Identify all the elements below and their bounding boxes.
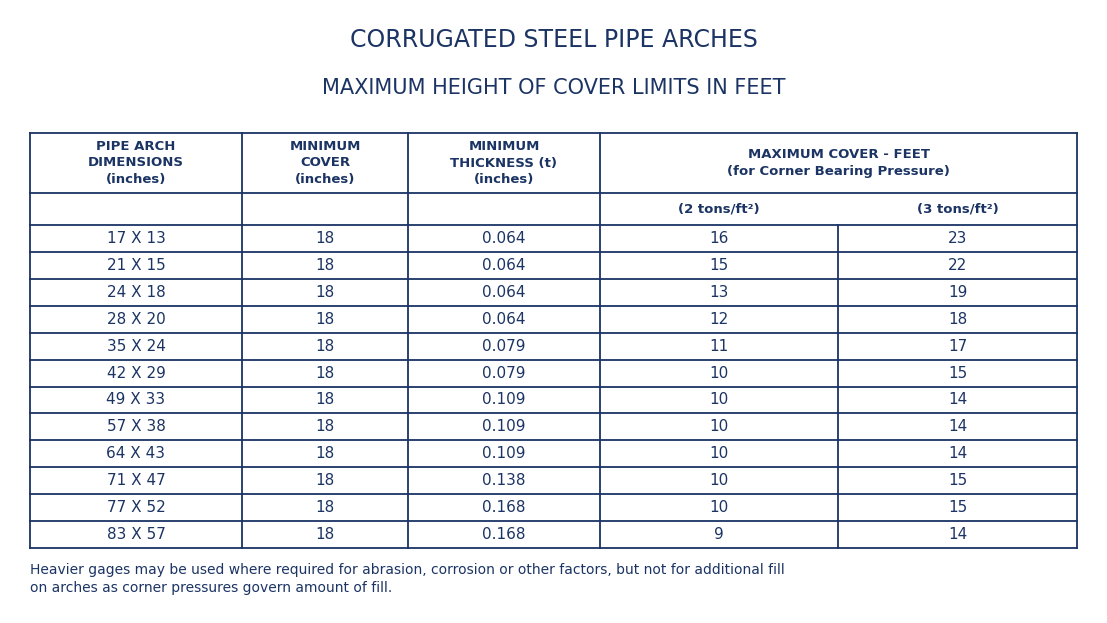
- Text: 0.064: 0.064: [483, 312, 526, 326]
- Text: 15: 15: [710, 258, 728, 273]
- Text: MAXIMUM HEIGHT OF COVER LIMITS IN FEET: MAXIMUM HEIGHT OF COVER LIMITS IN FEET: [322, 78, 785, 98]
- Text: 49 X 33: 49 X 33: [106, 392, 166, 407]
- Text: 19: 19: [948, 285, 968, 300]
- Text: 15: 15: [948, 366, 968, 381]
- Text: 15: 15: [948, 500, 968, 515]
- Text: 35 X 24: 35 X 24: [106, 339, 165, 354]
- Text: 0.064: 0.064: [483, 258, 526, 273]
- Text: 16: 16: [710, 231, 728, 246]
- Text: 14: 14: [948, 392, 968, 407]
- Text: 18: 18: [315, 258, 334, 273]
- Text: 0.079: 0.079: [483, 366, 526, 381]
- Text: 21 X 15: 21 X 15: [106, 258, 165, 273]
- Text: CORRUGATED STEEL PIPE ARCHES: CORRUGATED STEEL PIPE ARCHES: [350, 28, 757, 52]
- Text: 18: 18: [315, 285, 334, 300]
- Text: MINIMUM
THICKNESS (t)
(inches): MINIMUM THICKNESS (t) (inches): [451, 140, 558, 186]
- Text: 14: 14: [948, 446, 968, 461]
- Text: 10: 10: [710, 366, 728, 381]
- Text: (2 tons/ft²): (2 tons/ft²): [679, 202, 759, 216]
- Text: PIPE ARCH
DIMENSIONS
(inches): PIPE ARCH DIMENSIONS (inches): [87, 140, 184, 186]
- Text: 23: 23: [948, 231, 968, 246]
- Text: 0.109: 0.109: [483, 446, 526, 461]
- Text: 0.064: 0.064: [483, 231, 526, 246]
- Text: 14: 14: [948, 419, 968, 434]
- Text: 18: 18: [315, 419, 334, 434]
- Text: (3 tons/ft²): (3 tons/ft²): [917, 202, 999, 216]
- Text: MAXIMUM COVER - FEET
(for Corner Bearing Pressure): MAXIMUM COVER - FEET (for Corner Bearing…: [727, 148, 950, 178]
- Text: 64 X 43: 64 X 43: [106, 446, 166, 461]
- Text: 0.168: 0.168: [483, 500, 526, 515]
- Text: 22: 22: [948, 258, 968, 273]
- Text: 28 X 20: 28 X 20: [106, 312, 165, 326]
- Text: 0.109: 0.109: [483, 392, 526, 407]
- Text: 10: 10: [710, 392, 728, 407]
- Text: 18: 18: [948, 312, 968, 326]
- Text: 9: 9: [714, 527, 724, 542]
- Text: 18: 18: [315, 446, 334, 461]
- Text: 18: 18: [315, 339, 334, 354]
- Text: 0.064: 0.064: [483, 285, 526, 300]
- Text: 0.079: 0.079: [483, 339, 526, 354]
- Text: 12: 12: [710, 312, 728, 326]
- Text: 77 X 52: 77 X 52: [106, 500, 165, 515]
- Text: 10: 10: [710, 500, 728, 515]
- Text: 17: 17: [948, 339, 968, 354]
- Text: 57 X 38: 57 X 38: [106, 419, 165, 434]
- Text: 18: 18: [315, 392, 334, 407]
- Text: 0.138: 0.138: [483, 473, 526, 488]
- Text: 10: 10: [710, 419, 728, 434]
- Text: 0.168: 0.168: [483, 527, 526, 542]
- Text: 24 X 18: 24 X 18: [106, 285, 165, 300]
- Text: 0.109: 0.109: [483, 419, 526, 434]
- Text: 18: 18: [315, 231, 334, 246]
- Text: 17 X 13: 17 X 13: [106, 231, 165, 246]
- Text: 18: 18: [315, 500, 334, 515]
- Text: MINIMUM
COVER
(inches): MINIMUM COVER (inches): [289, 140, 361, 186]
- Text: 14: 14: [948, 527, 968, 542]
- Text: 42 X 29: 42 X 29: [106, 366, 165, 381]
- Text: 71 X 47: 71 X 47: [106, 473, 165, 488]
- Text: 11: 11: [710, 339, 728, 354]
- Text: 13: 13: [710, 285, 728, 300]
- Text: 15: 15: [948, 473, 968, 488]
- Text: 18: 18: [315, 366, 334, 381]
- Text: 18: 18: [315, 312, 334, 326]
- Text: on arches as corner pressures govern amount of fill.: on arches as corner pressures govern amo…: [30, 581, 392, 595]
- Text: 18: 18: [315, 473, 334, 488]
- Text: 10: 10: [710, 473, 728, 488]
- Text: 83 X 57: 83 X 57: [106, 527, 165, 542]
- Text: 18: 18: [315, 527, 334, 542]
- Text: 10: 10: [710, 446, 728, 461]
- Text: Heavier gages may be used where required for abrasion, corrosion or other factor: Heavier gages may be used where required…: [30, 563, 785, 577]
